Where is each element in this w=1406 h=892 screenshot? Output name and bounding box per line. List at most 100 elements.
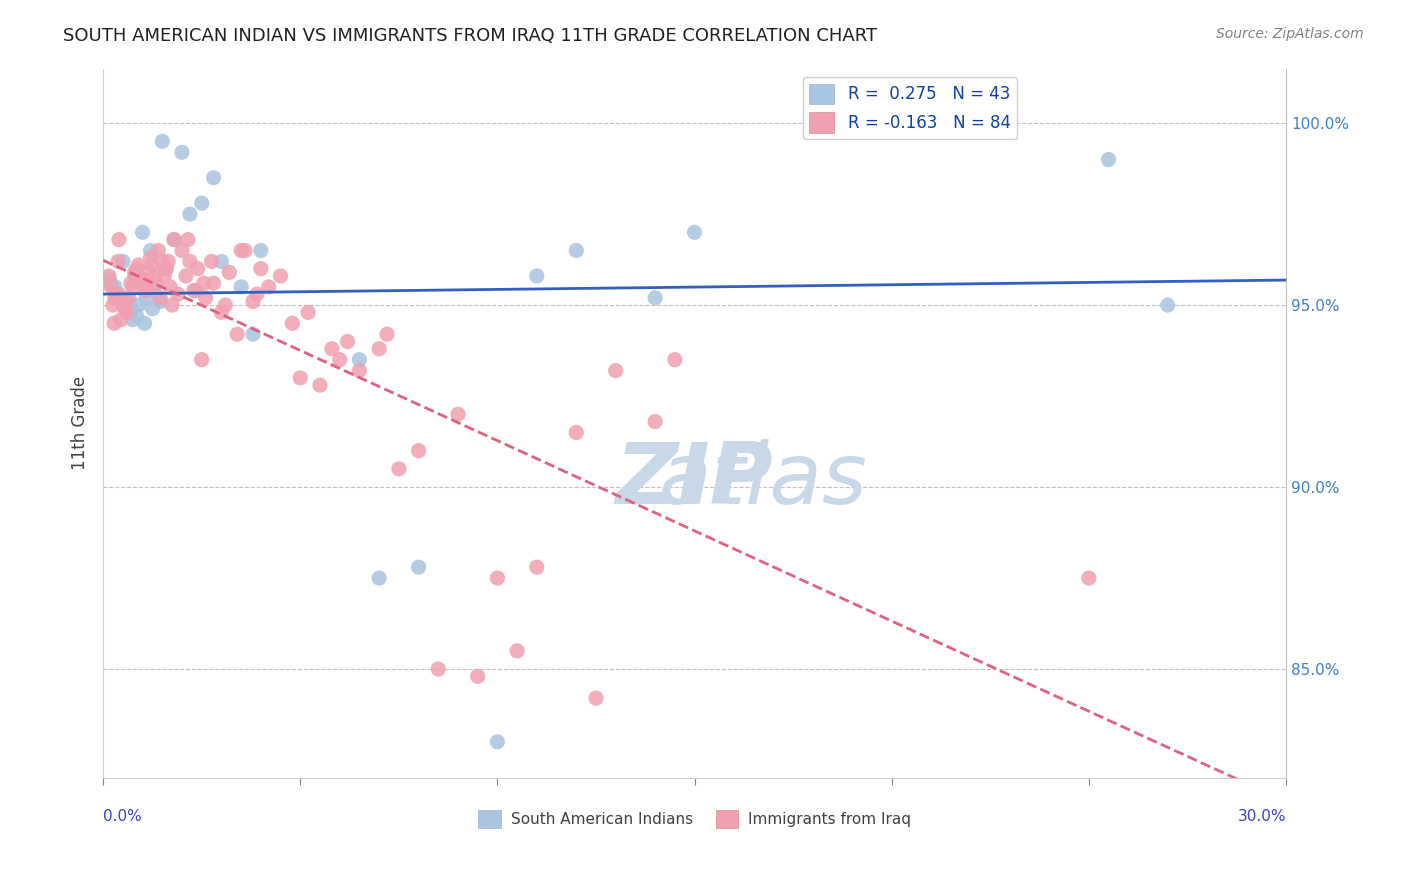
Point (177, 233, 200, 247)
Point (179, 254, 201, 268)
Point (118, 305, 141, 319)
Point (114, 301, 136, 316)
Point (644, 291, 666, 305)
Point (349, 352, 371, 367)
Point (246, 287, 269, 301)
Point (110, 312, 132, 326)
Point (321, 342, 343, 356)
Point (486, 735, 509, 749)
Point (159, 280, 181, 294)
Point (179, 207, 201, 221)
Point (167, 287, 190, 301)
Point (959, 98, 981, 112)
Point (209, 254, 232, 268)
Point (100, 277, 122, 291)
Legend: South American Indians, Immigrants from Iraq: South American Indians, Immigrants from … (472, 804, 917, 834)
Point (111, 254, 134, 268)
Point (107, 254, 129, 268)
Point (139, 244, 162, 258)
Point (184, 284, 207, 298)
Point (226, 327, 249, 342)
Point (120, 277, 142, 291)
Point (250, 261, 273, 276)
Point (242, 327, 264, 342)
Point (526, 268, 548, 283)
Point (104, 280, 127, 294)
Point (187, 261, 209, 276)
Point (190, 352, 212, 367)
Point (134, 316, 156, 330)
Point (209, 305, 232, 319)
Point (148, 244, 170, 258)
Point (447, 407, 470, 421)
Point (565, 244, 588, 258)
Point (526, 560, 548, 574)
Point (297, 305, 319, 319)
Point (100, 280, 122, 294)
Point (309, 378, 332, 392)
Point (257, 280, 280, 294)
Point (565, 425, 588, 440)
Point (124, 268, 146, 283)
Point (150, 134, 173, 148)
Point (101, 298, 124, 312)
Text: Source: ZipAtlas.com: Source: ZipAtlas.com (1216, 27, 1364, 41)
Point (111, 298, 134, 312)
Point (250, 244, 273, 258)
Point (163, 233, 186, 247)
Point (125, 309, 148, 323)
Text: ZIP: ZIP (616, 439, 773, 522)
Y-axis label: 11th Grade: 11th Grade (72, 376, 89, 470)
Point (115, 305, 138, 319)
Point (120, 301, 142, 316)
Point (98, 272, 121, 286)
Point (388, 462, 411, 476)
Point (229, 244, 252, 258)
Point (486, 571, 509, 585)
Point (128, 258, 150, 272)
Point (202, 277, 225, 291)
Point (129, 272, 152, 286)
Point (139, 251, 162, 265)
Point (229, 280, 252, 294)
Text: atlas: atlas (522, 439, 868, 522)
Point (408, 443, 430, 458)
Point (1097, 153, 1119, 167)
Point (233, 244, 256, 258)
Point (368, 571, 391, 585)
Point (200, 254, 222, 268)
Point (290, 371, 312, 385)
Point (664, 352, 686, 367)
Point (105, 287, 128, 301)
Text: SOUTH AMERICAN INDIAN VS IMMIGRANTS FROM IRAQ 11TH GRADE CORRELATION CHART: SOUTH AMERICAN INDIAN VS IMMIGRANTS FROM… (63, 27, 877, 45)
Point (193, 277, 215, 291)
Point (131, 272, 153, 286)
Text: 0.0%: 0.0% (103, 809, 142, 824)
Point (336, 334, 359, 349)
Point (135, 291, 157, 305)
Point (108, 233, 131, 247)
Point (349, 363, 371, 377)
Point (467, 669, 489, 683)
Point (190, 196, 212, 211)
Point (150, 254, 173, 268)
Point (134, 284, 156, 298)
Point (125, 261, 148, 276)
Point (105, 287, 128, 301)
Point (160, 298, 183, 312)
Point (174, 268, 197, 283)
Point (149, 294, 172, 309)
Point (138, 265, 160, 279)
Point (115, 294, 138, 309)
Point (155, 261, 177, 276)
Point (242, 294, 264, 309)
Point (131, 225, 153, 239)
Point (683, 225, 706, 239)
Point (103, 316, 125, 330)
Point (98, 268, 121, 283)
Point (644, 415, 666, 429)
Point (270, 268, 292, 283)
Point (281, 316, 304, 330)
Point (368, 342, 391, 356)
Point (153, 268, 176, 283)
